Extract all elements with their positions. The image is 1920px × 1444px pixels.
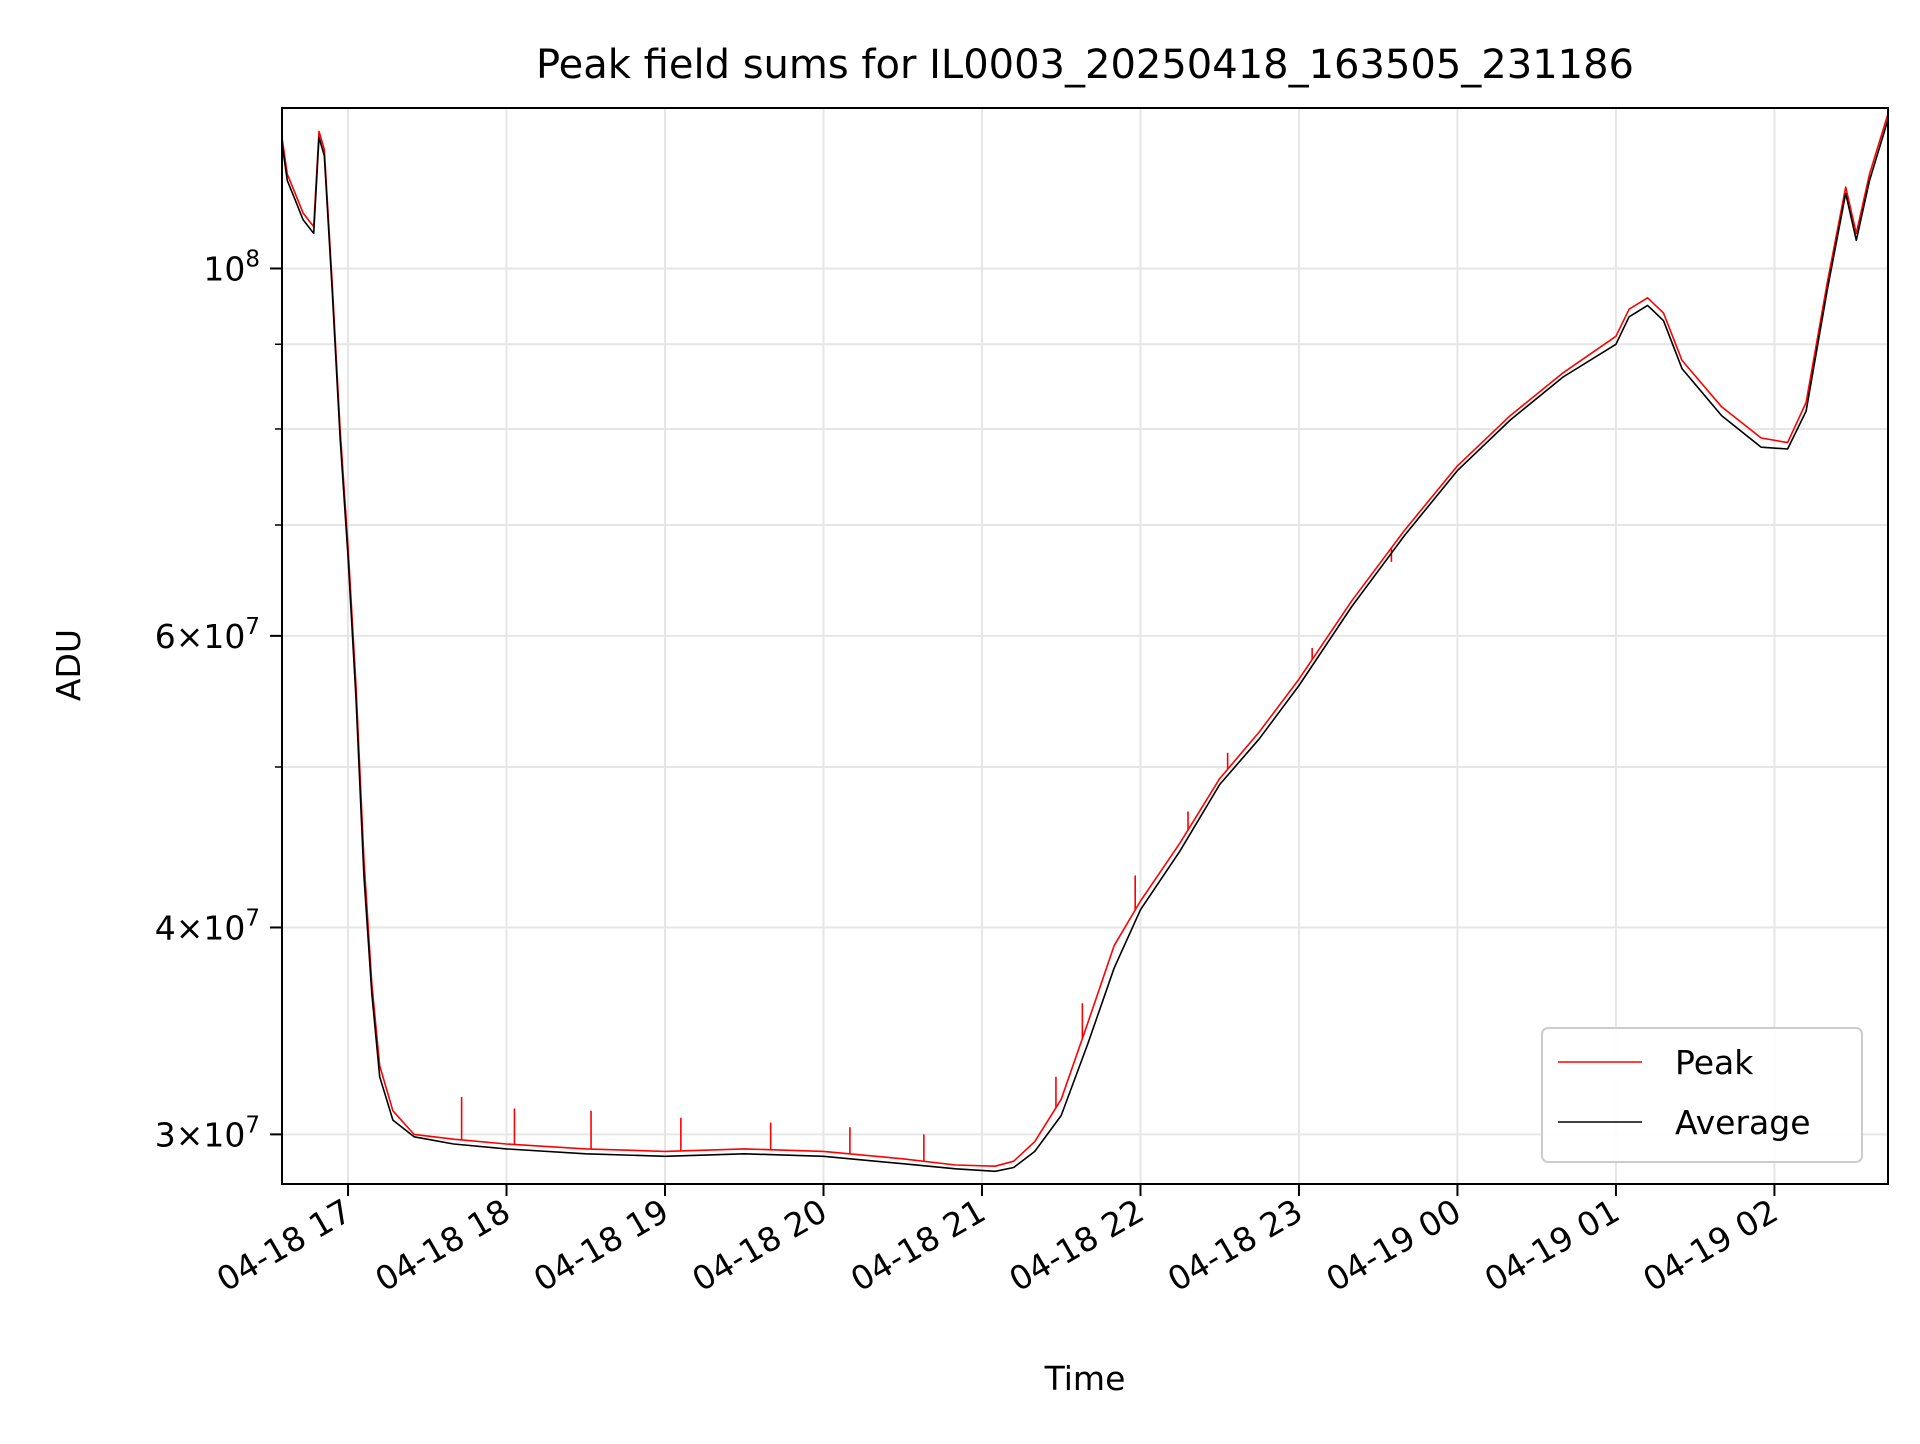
- legend: Peak Average: [1541, 1027, 1863, 1163]
- y-tick-label: 3×107: [155, 1112, 260, 1154]
- plot-frame: [281, 107, 1889, 1185]
- legend-label-average: Average: [1675, 1103, 1811, 1142]
- chart-title: Peak field sums for IL0003_20250418_1635…: [536, 42, 1634, 88]
- y-axis-label: ADU: [49, 629, 88, 701]
- x-axis-label: Time: [1044, 1359, 1126, 1398]
- y-tick-label: 108: [203, 246, 260, 288]
- y-tick-label: 6×107: [155, 614, 260, 656]
- series-line-average: [281, 119, 1889, 1173]
- plot-series: [281, 113, 1889, 1173]
- y-tick-label: 4×107: [155, 905, 260, 947]
- legend-label-peak: Peak: [1675, 1043, 1754, 1082]
